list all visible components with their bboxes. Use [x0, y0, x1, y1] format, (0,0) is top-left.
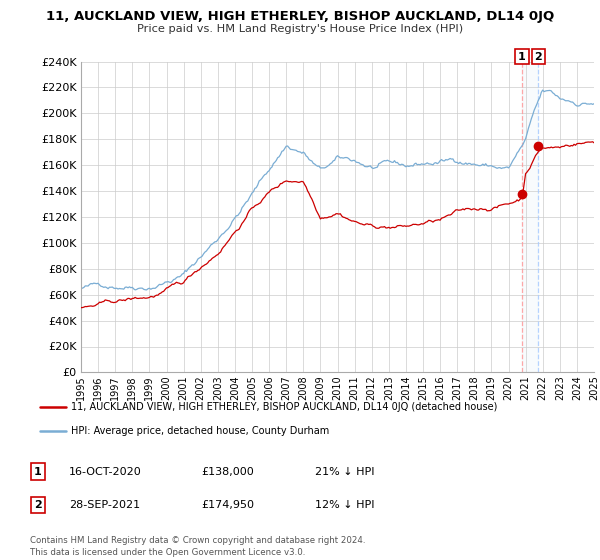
- Text: Contains HM Land Registry data © Crown copyright and database right 2024.: Contains HM Land Registry data © Crown c…: [30, 536, 365, 545]
- Text: 11, AUCKLAND VIEW, HIGH ETHERLEY, BISHOP AUCKLAND, DL14 0JQ: 11, AUCKLAND VIEW, HIGH ETHERLEY, BISHOP…: [46, 10, 554, 23]
- Text: 12% ↓ HPI: 12% ↓ HPI: [315, 500, 375, 510]
- Text: 16-OCT-2020: 16-OCT-2020: [68, 466, 142, 477]
- Text: 1: 1: [34, 466, 41, 477]
- Text: 21% ↓ HPI: 21% ↓ HPI: [315, 466, 375, 477]
- Text: 11, AUCKLAND VIEW, HIGH ETHERLEY, BISHOP AUCKLAND, DL14 0JQ (detached house): 11, AUCKLAND VIEW, HIGH ETHERLEY, BISHOP…: [71, 402, 498, 412]
- Text: 2: 2: [535, 52, 542, 62]
- Text: 1: 1: [518, 52, 526, 62]
- Text: Price paid vs. HM Land Registry's House Price Index (HPI): Price paid vs. HM Land Registry's House …: [137, 24, 463, 34]
- Text: £138,000: £138,000: [202, 466, 254, 477]
- Text: HPI: Average price, detached house, County Durham: HPI: Average price, detached house, Coun…: [71, 426, 329, 436]
- Text: £174,950: £174,950: [202, 500, 254, 510]
- Bar: [522, 62, 538, 372]
- Text: 28-SEP-2021: 28-SEP-2021: [70, 500, 140, 510]
- Text: This data is licensed under the Open Government Licence v3.0.: This data is licensed under the Open Gov…: [30, 548, 305, 557]
- Text: 2: 2: [34, 500, 41, 510]
